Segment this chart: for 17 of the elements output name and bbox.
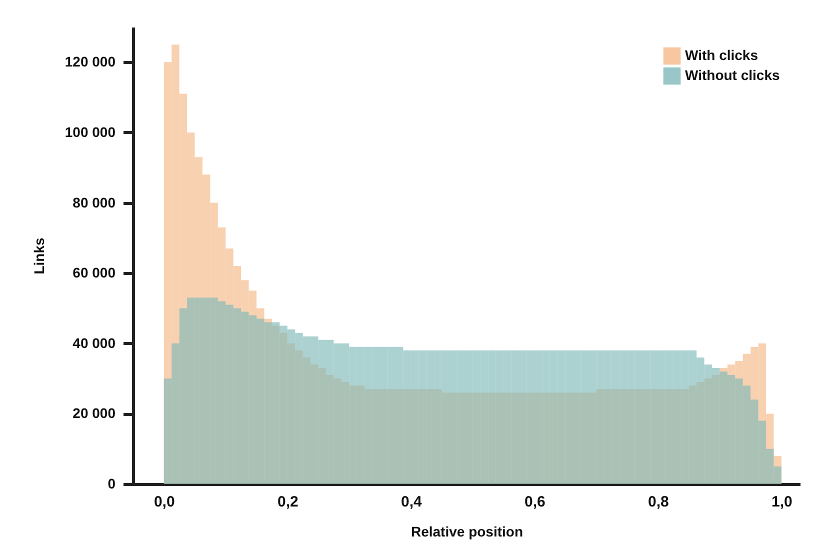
y-tick-label: 40 000 xyxy=(72,334,116,351)
x-tick-label: 0,0 xyxy=(154,494,175,510)
x-tick-label: 0,4 xyxy=(400,494,422,510)
legend-label: With clicks xyxy=(685,47,758,63)
x-tick-label: 1,0 xyxy=(772,494,792,510)
legend-label: Without clicks xyxy=(685,67,780,83)
y-tick-label: 80 000 xyxy=(72,194,116,210)
x-tick-label: 0,6 xyxy=(524,494,546,510)
y-tick-label: 60 000 xyxy=(72,264,116,281)
x-tick-label: 0,8 xyxy=(648,494,669,510)
x-tick-label: 0,2 xyxy=(277,494,298,510)
y-tick-label: 100 000 xyxy=(64,124,116,140)
y-tick-label: 120 000 xyxy=(64,54,116,70)
y-axis-title: Links xyxy=(30,238,47,274)
x-axis-title: Relative position xyxy=(410,524,524,540)
y-tick-label: 20 000 xyxy=(72,405,116,422)
y-tick-label: 0 xyxy=(108,476,116,492)
